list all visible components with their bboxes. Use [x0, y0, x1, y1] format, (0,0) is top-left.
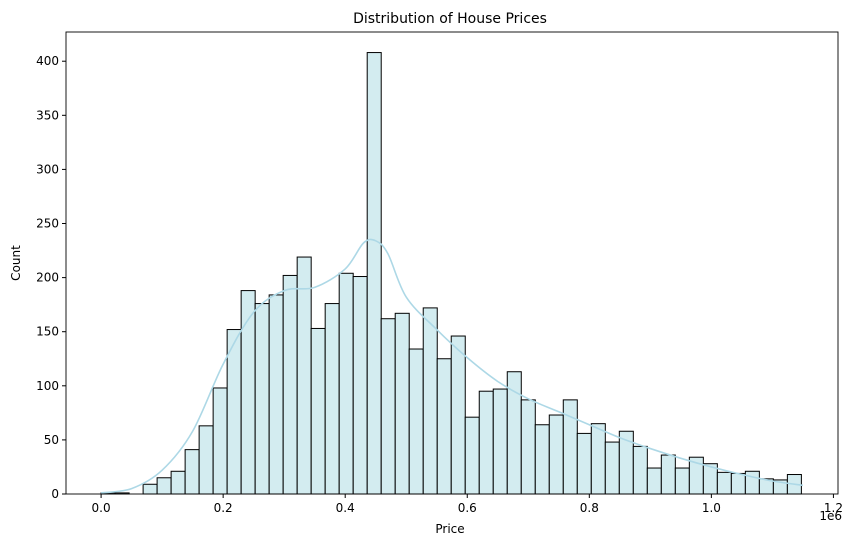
histogram-bar: [436, 358, 452, 495]
histogram-bar: [604, 441, 620, 495]
y-tick-label: 100: [36, 379, 59, 393]
histogram-bar: [408, 348, 424, 495]
y-tick-label: 250: [36, 217, 59, 231]
histogram-bar: [184, 449, 200, 495]
histogram-bar: [464, 416, 480, 495]
histogram-bar: [380, 318, 396, 495]
histogram-bar: [548, 414, 564, 495]
x-tick-label: 0.6: [458, 501, 477, 515]
histogram-bar: [576, 432, 592, 495]
x-tick-label: 0.8: [580, 501, 599, 515]
histogram-bar: [590, 423, 606, 495]
y-tick-label: 50: [44, 433, 59, 447]
y-tick-label: 300: [36, 162, 59, 176]
y-axis-label: Count: [9, 245, 23, 281]
histogram-bar: [450, 335, 466, 495]
kde-curve: [100, 238, 804, 494]
histogram-bar: [744, 470, 760, 495]
histogram-bar: [534, 424, 550, 495]
y-tick-label: 200: [36, 271, 59, 285]
histogram-bar: [338, 272, 354, 495]
histogram-bar: [506, 371, 522, 495]
histogram-bar: [366, 52, 382, 495]
x-axis-label: Price: [435, 522, 464, 536]
y-tick-label: 150: [36, 325, 59, 339]
bars-layer: [100, 52, 802, 495]
histogram-bar: [478, 390, 494, 495]
chart-title: Distribution of House Prices: [353, 11, 547, 27]
histogram-bar: [716, 471, 732, 495]
x-offset-label: 1e6: [819, 509, 842, 523]
histogram-bar: [492, 388, 508, 495]
x-tick-label: 1.2: [824, 501, 843, 515]
axes-layer: 0.0 0.2 0.4 0.6 0.8 1.0 1.2 0 50 100 150 200 250 300 3…: [36, 54, 843, 515]
histogram-bar: [660, 454, 676, 495]
histogram-bar: [296, 256, 312, 495]
histogram-bar: [324, 303, 340, 495]
histogram-bar: [142, 483, 158, 495]
y-tick-label: 400: [36, 54, 59, 68]
histogram-bar: [268, 294, 284, 495]
histogram-bar: [646, 467, 662, 495]
histogram-bar: [170, 470, 186, 495]
histogram-bar: [730, 472, 746, 495]
histogram-bar: [198, 425, 214, 495]
histogram-bar: [520, 399, 536, 495]
x-tick-label: 0.0: [92, 501, 111, 515]
histogram-bar: [212, 387, 228, 495]
y-tick-label: 0: [51, 487, 59, 501]
histogram-bar: [254, 303, 270, 495]
x-tick-label: 0.2: [214, 501, 233, 515]
histogram-bar: [674, 467, 690, 495]
histogram-bar: [632, 445, 648, 495]
histogram-bar: [282, 274, 298, 495]
histogram-bar: [226, 329, 242, 495]
histogram-bar: [310, 327, 326, 495]
histogram-bar: [394, 312, 410, 495]
histogram-bar: [422, 307, 438, 495]
x-tick-label: 1.0: [702, 501, 721, 515]
plot-frame: [65, 31, 839, 495]
y-tick-label: 350: [36, 108, 59, 122]
histogram-bar: [156, 477, 172, 495]
histogram-bar: [352, 276, 368, 495]
x-tick-label: 0.4: [336, 501, 355, 515]
